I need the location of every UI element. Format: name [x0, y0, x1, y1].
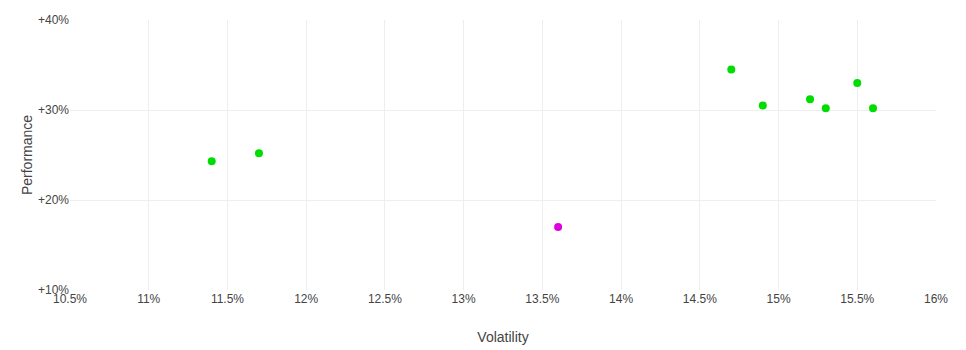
svg-text:14.5%: 14.5%	[683, 292, 717, 306]
svg-text:12.5%: 12.5%	[368, 292, 402, 306]
svg-text:Volatility: Volatility	[477, 329, 528, 345]
svg-text:15%: 15%	[767, 292, 791, 306]
svg-text:15.5%: 15.5%	[840, 292, 874, 306]
svg-text:13%: 13%	[452, 292, 476, 306]
svg-text:+40%: +40%	[38, 13, 69, 27]
svg-text:+10%: +10%	[38, 283, 69, 297]
svg-text:+30%: +30%	[38, 103, 69, 117]
svg-text:16%: 16%	[924, 292, 948, 306]
svg-text:12%: 12%	[294, 292, 318, 306]
svg-text:+20%: +20%	[38, 193, 69, 207]
svg-text:13.5%: 13.5%	[525, 292, 559, 306]
svg-text:10.5%: 10.5%	[53, 292, 87, 306]
svg-text:11%: 11%	[137, 292, 160, 306]
svg-text:14%: 14%	[609, 292, 633, 306]
svg-text:11.5%: 11.5%	[211, 292, 244, 306]
svg-text:Performance: Performance	[19, 115, 35, 195]
